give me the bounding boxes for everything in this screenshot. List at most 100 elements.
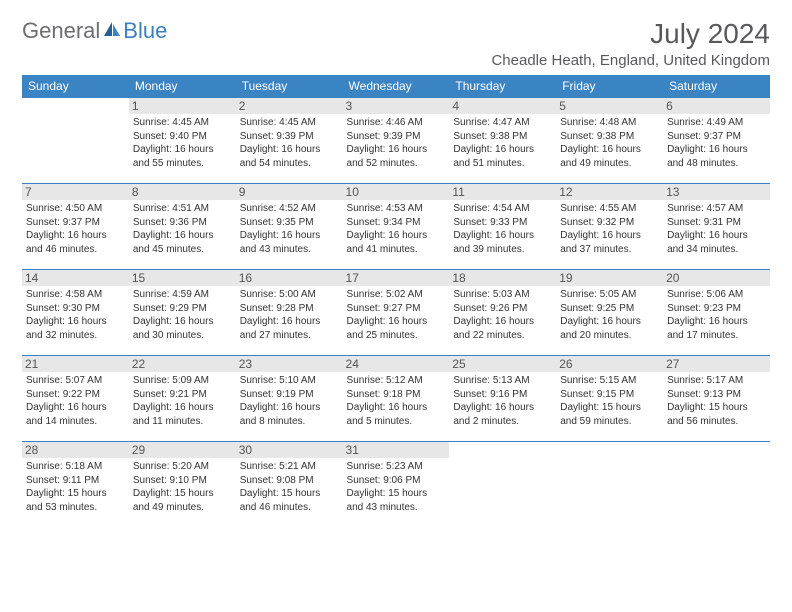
day-ss: Sunset: 9:13 PM <box>667 388 766 402</box>
day-sr: Sunrise: 5:15 AM <box>560 374 659 388</box>
day-sr: Sunrise: 4:48 AM <box>560 116 659 130</box>
day-ss: Sunset: 9:40 PM <box>133 130 232 144</box>
calendar-day-cell: 10Sunrise: 4:53 AMSunset: 9:34 PMDayligh… <box>343 184 450 270</box>
calendar-week-row: 7Sunrise: 4:50 AMSunset: 9:37 PMDaylight… <box>22 184 770 270</box>
day-number: 2 <box>236 98 343 114</box>
calendar-day-cell: 17Sunrise: 5:02 AMSunset: 9:27 PMDayligh… <box>343 270 450 356</box>
day-d1: Daylight: 15 hours <box>133 487 232 501</box>
day-d2: and 55 minutes. <box>133 157 232 171</box>
calendar-table: Sunday Monday Tuesday Wednesday Thursday… <box>22 75 770 528</box>
day-ss: Sunset: 9:26 PM <box>453 302 552 316</box>
day-sr: Sunrise: 5:13 AM <box>453 374 552 388</box>
day-number: 17 <box>343 270 450 286</box>
day-d2: and 43 minutes. <box>347 501 446 515</box>
calendar-day-cell: 29Sunrise: 5:20 AMSunset: 9:10 PMDayligh… <box>129 442 236 528</box>
day-ss: Sunset: 9:18 PM <box>347 388 446 402</box>
day-d2: and 2 minutes. <box>453 415 552 429</box>
day-sr: Sunrise: 4:57 AM <box>667 202 766 216</box>
day-d1: Daylight: 16 hours <box>453 143 552 157</box>
day-number: 14 <box>22 270 129 286</box>
calendar-day-cell: 23Sunrise: 5:10 AMSunset: 9:19 PMDayligh… <box>236 356 343 442</box>
day-ss: Sunset: 9:36 PM <box>133 216 232 230</box>
calendar-day-cell <box>663 442 770 528</box>
day-ss: Sunset: 9:11 PM <box>26 474 125 488</box>
day-info: Sunrise: 5:03 AMSunset: 9:26 PMDaylight:… <box>453 288 552 342</box>
day-number: 18 <box>449 270 556 286</box>
day-number: 12 <box>556 184 663 200</box>
day-d1: Daylight: 16 hours <box>347 143 446 157</box>
day-ss: Sunset: 9:16 PM <box>453 388 552 402</box>
day-d2: and 51 minutes. <box>453 157 552 171</box>
day-d1: Daylight: 15 hours <box>667 401 766 415</box>
day-d2: and 32 minutes. <box>26 329 125 343</box>
day-ss: Sunset: 9:38 PM <box>453 130 552 144</box>
day-d2: and 11 minutes. <box>133 415 232 429</box>
day-d2: and 45 minutes. <box>133 243 232 257</box>
day-d1: Daylight: 16 hours <box>133 229 232 243</box>
day-ss: Sunset: 9:23 PM <box>667 302 766 316</box>
day-ss: Sunset: 9:32 PM <box>560 216 659 230</box>
calendar-day-cell: 18 Sunrise: 5:03 AMSunset: 9:26 PMDayligh… <box>449 270 556 356</box>
calendar-day-cell: 27Sunrise: 5:17 AMSunset: 9:13 PMDayligh… <box>663 356 770 442</box>
day-number: 6 <box>663 98 770 114</box>
day-number: 4 <box>449 98 556 114</box>
day-number: 25 <box>449 356 556 372</box>
day-number: 1 <box>129 98 236 114</box>
day-d2: and 37 minutes. <box>560 243 659 257</box>
day-d2: and 22 minutes. <box>453 329 552 343</box>
day-info: Sunrise: 4:47 AMSunset: 9:38 PMDaylight:… <box>453 116 552 170</box>
day-sr: Sunrise: 4:46 AM <box>347 116 446 130</box>
day-d1: Daylight: 16 hours <box>667 229 766 243</box>
day-ss: Sunset: 9:35 PM <box>240 216 339 230</box>
calendar-day-cell: 14Sunrise: 4:58 AMSunset: 9:30 PMDayligh… <box>22 270 129 356</box>
calendar-day-cell: 9Sunrise: 4:52 AMSunset: 9:35 PMDaylight… <box>236 184 343 270</box>
calendar-day-cell <box>556 442 663 528</box>
day-number: 19 <box>556 270 663 286</box>
day-d2: and 53 minutes. <box>26 501 125 515</box>
calendar-day-cell: 12Sunrise: 4:55 AMSunset: 9:32 PMDayligh… <box>556 184 663 270</box>
day-d1: Daylight: 16 hours <box>133 315 232 329</box>
day-d1: Daylight: 16 hours <box>26 315 125 329</box>
day-sr: Sunrise: 4:54 AM <box>453 202 552 216</box>
day-ss: Sunset: 9:10 PM <box>133 474 232 488</box>
day-info: Sunrise: 4:46 AMSunset: 9:39 PMDaylight:… <box>347 116 446 170</box>
day-ss: Sunset: 9:27 PM <box>347 302 446 316</box>
day-number: 11 <box>449 184 556 200</box>
day-d1: Daylight: 16 hours <box>240 143 339 157</box>
weekday-header: Monday <box>129 75 236 98</box>
weekday-header: Friday <box>556 75 663 98</box>
day-d2: and 41 minutes. <box>347 243 446 257</box>
day-number: 3 <box>343 98 450 114</box>
day-info: Sunrise: 4:59 AMSunset: 9:29 PMDaylight:… <box>133 288 232 342</box>
day-ss: Sunset: 9:39 PM <box>347 130 446 144</box>
calendar-day-cell: 15Sunrise: 4:59 AMSunset: 9:29 PMDayligh… <box>129 270 236 356</box>
day-number: 8 <box>129 184 236 200</box>
day-ss: Sunset: 9:19 PM <box>240 388 339 402</box>
day-number: 20 <box>663 270 770 286</box>
day-info: Sunrise: 5:13 AMSunset: 9:16 PMDaylight:… <box>453 374 552 428</box>
day-sr: Sunrise: 5:23 AM <box>347 460 446 474</box>
day-number: 5 <box>556 98 663 114</box>
day-d1: Daylight: 15 hours <box>240 487 339 501</box>
calendar-day-cell: 16Sunrise: 5:00 AMSunset: 9:28 PMDayligh… <box>236 270 343 356</box>
day-d2: and 46 minutes. <box>26 243 125 257</box>
day-info: Sunrise: 4:57 AMSunset: 9:31 PMDaylight:… <box>667 202 766 256</box>
calendar-day-cell: 3 Sunrise: 4:46 AMSunset: 9:39 PMDaylight… <box>343 98 450 184</box>
day-info: Sunrise: 4:49 AMSunset: 9:37 PMDaylight:… <box>667 116 766 170</box>
day-sr: Sunrise: 5:06 AM <box>667 288 766 302</box>
day-d1: Daylight: 16 hours <box>453 229 552 243</box>
day-d1: Daylight: 16 hours <box>560 315 659 329</box>
calendar-day-cell: 20Sunrise: 5:06 AMSunset: 9:23 PMDayligh… <box>663 270 770 356</box>
day-d1: Daylight: 16 hours <box>453 315 552 329</box>
logo-text-blue: Blue <box>123 18 167 44</box>
weekday-header: Wednesday <box>343 75 450 98</box>
day-d1: Daylight: 16 hours <box>453 401 552 415</box>
calendar-day-cell: 28Sunrise: 5:18 AMSunset: 9:11 PMDayligh… <box>22 442 129 528</box>
day-d2: and 54 minutes. <box>240 157 339 171</box>
calendar-week-row: 28Sunrise: 5:18 AMSunset: 9:11 PMDayligh… <box>22 442 770 528</box>
day-sr: Sunrise: 4:58 AM <box>26 288 125 302</box>
day-d2: and 43 minutes. <box>240 243 339 257</box>
day-number: 31 <box>343 442 450 458</box>
day-sr: Sunrise: 5:12 AM <box>347 374 446 388</box>
calendar-day-cell: 26Sunrise: 5:15 AMSunset: 9:15 PMDayligh… <box>556 356 663 442</box>
